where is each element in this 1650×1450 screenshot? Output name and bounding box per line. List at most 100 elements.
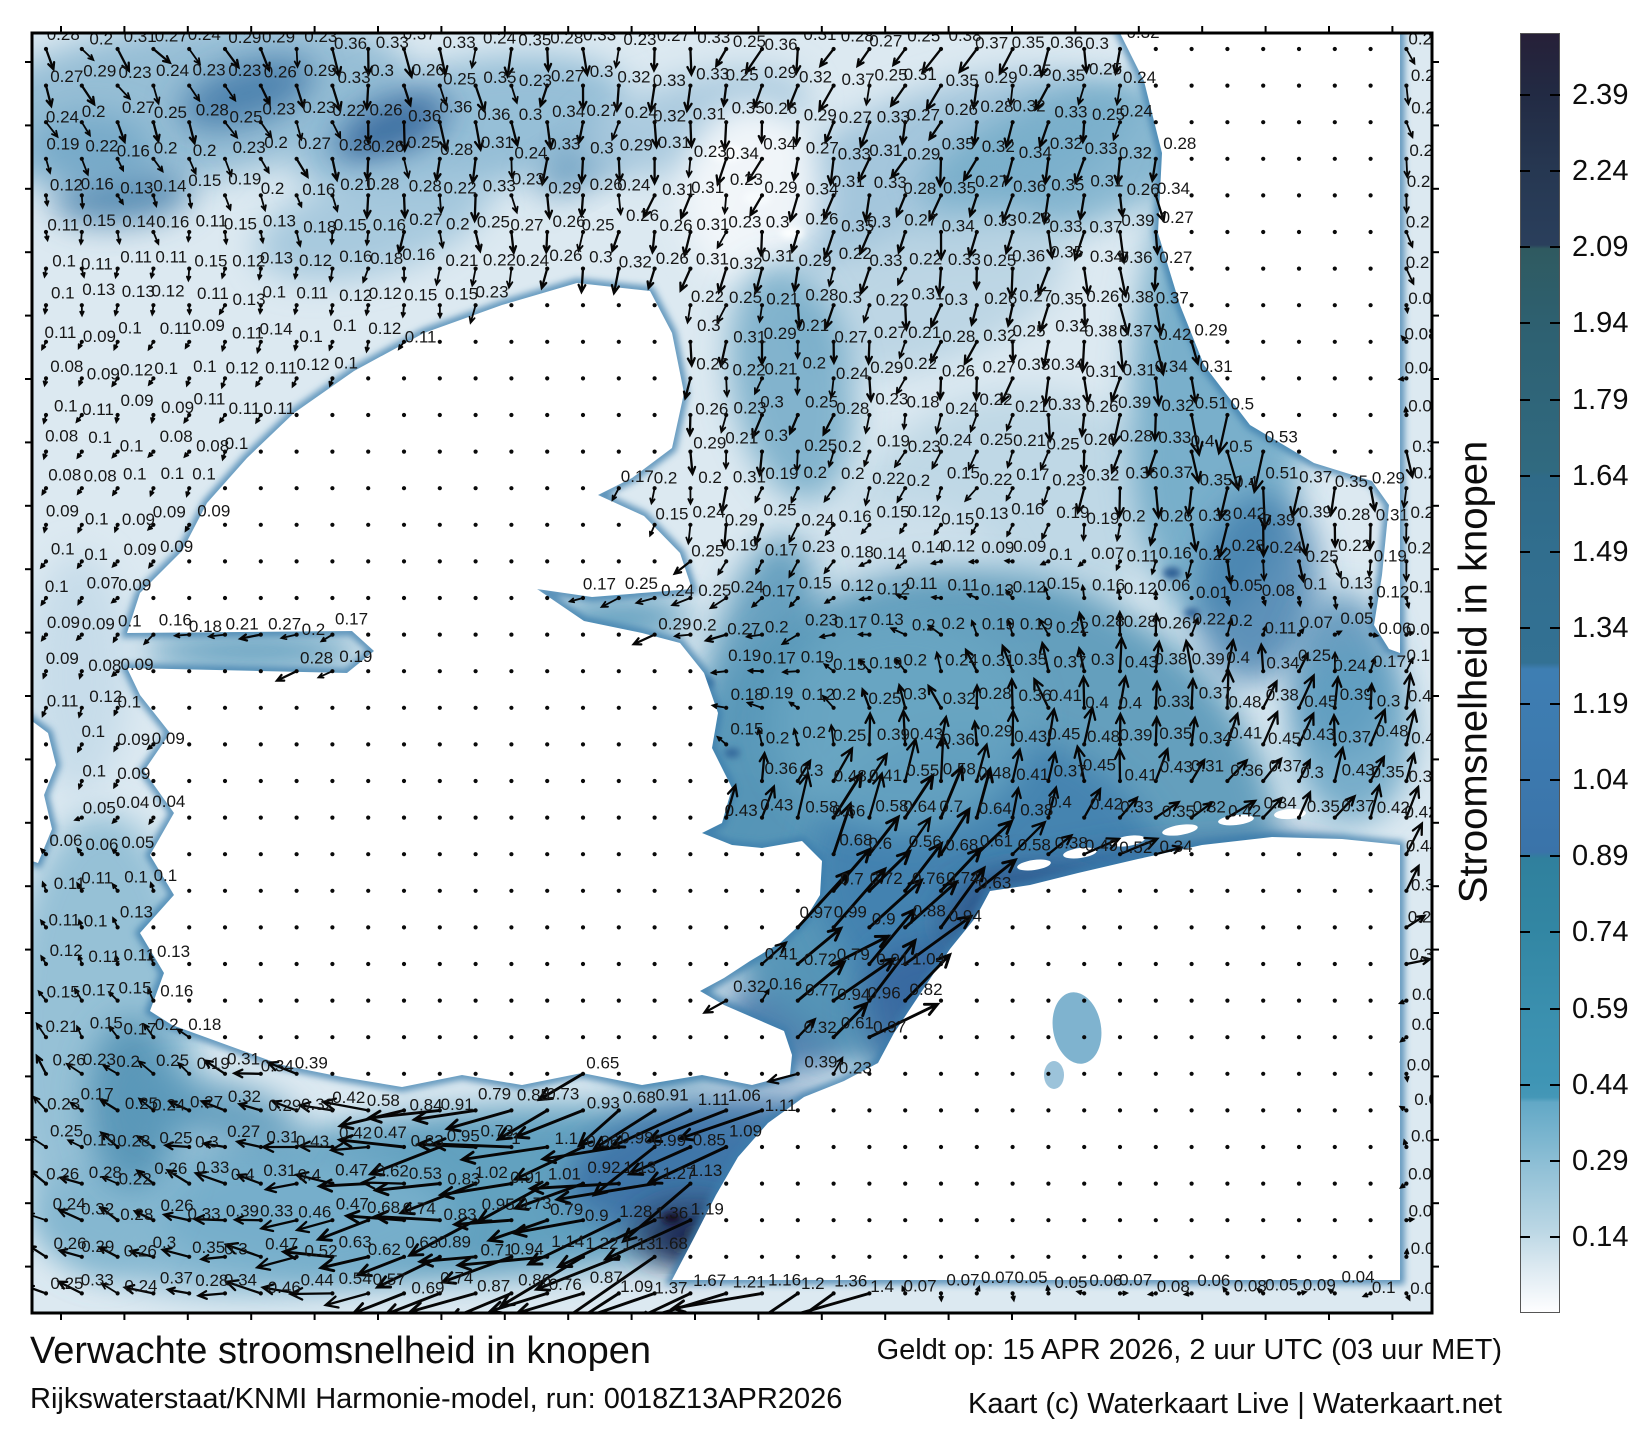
svg-text:0.27: 0.27 bbox=[227, 1122, 260, 1141]
svg-text:0.22: 0.22 bbox=[733, 360, 766, 379]
svg-text:0.17: 0.17 bbox=[763, 648, 796, 667]
svg-text:0.26: 0.26 bbox=[53, 1050, 86, 1069]
svg-text:0.12: 0.12 bbox=[297, 355, 330, 374]
svg-text:0.43: 0.43 bbox=[1408, 687, 1441, 706]
svg-text:0.27: 0.27 bbox=[409, 210, 442, 229]
svg-text:0.09: 0.09 bbox=[82, 615, 115, 634]
svg-text:0.27: 0.27 bbox=[975, 172, 1008, 191]
svg-text:0.29: 0.29 bbox=[268, 1096, 301, 1115]
svg-text:0.25: 0.25 bbox=[1047, 435, 1080, 454]
svg-text:0.35: 0.35 bbox=[1335, 472, 1368, 491]
svg-text:0.2: 0.2 bbox=[446, 214, 470, 233]
svg-text:0.27: 0.27 bbox=[586, 101, 619, 120]
svg-text:0.51: 0.51 bbox=[1265, 463, 1298, 482]
svg-text:0.23: 0.23 bbox=[839, 1058, 872, 1077]
svg-text:0.05: 0.05 bbox=[1409, 1202, 1442, 1221]
svg-text:0.28: 0.28 bbox=[550, 29, 583, 48]
svg-text:0.25: 0.25 bbox=[156, 1051, 189, 1070]
svg-text:0.28: 0.28 bbox=[117, 1131, 150, 1150]
svg-text:0.24: 0.24 bbox=[156, 61, 189, 80]
svg-text:0.32: 0.32 bbox=[653, 107, 686, 126]
svg-text:0.51: 0.51 bbox=[1195, 394, 1228, 413]
svg-text:0.11: 0.11 bbox=[47, 215, 79, 234]
svg-text:0.43: 0.43 bbox=[1302, 725, 1335, 744]
svg-text:0.12: 0.12 bbox=[368, 319, 401, 338]
svg-text:0.4: 0.4 bbox=[1085, 693, 1109, 712]
svg-text:0.27: 0.27 bbox=[834, 327, 867, 346]
svg-text:0.2: 0.2 bbox=[841, 464, 865, 483]
svg-text:0.2: 0.2 bbox=[116, 1052, 140, 1071]
svg-text:0.24: 0.24 bbox=[1411, 66, 1444, 85]
svg-text:0.26: 0.26 bbox=[656, 249, 689, 268]
svg-text:0.44: 0.44 bbox=[1406, 836, 1439, 855]
svg-text:0.01: 0.01 bbox=[1196, 583, 1229, 602]
svg-text:0.83: 0.83 bbox=[411, 1131, 444, 1150]
svg-text:0.17: 0.17 bbox=[1016, 465, 1049, 484]
svg-text:0.09: 0.09 bbox=[121, 391, 154, 410]
svg-text:0.29: 0.29 bbox=[764, 324, 797, 343]
svg-text:0.36: 0.36 bbox=[765, 35, 798, 54]
svg-text:0.64: 0.64 bbox=[979, 799, 1012, 818]
svg-text:0.2: 0.2 bbox=[302, 620, 326, 639]
svg-text:0.22: 0.22 bbox=[85, 137, 118, 156]
colorbar-tick-label: 2.09 bbox=[1572, 231, 1629, 264]
svg-text:0.33: 0.33 bbox=[869, 251, 902, 270]
svg-text:0.31: 0.31 bbox=[263, 1161, 296, 1180]
svg-text:0.69: 0.69 bbox=[411, 1278, 444, 1297]
svg-text:0.27: 0.27 bbox=[839, 108, 872, 127]
svg-text:0.58: 0.58 bbox=[943, 760, 976, 779]
svg-text:0.04: 0.04 bbox=[1405, 359, 1438, 378]
svg-text:0.24: 0.24 bbox=[514, 143, 547, 162]
svg-text:0.26: 0.26 bbox=[154, 1159, 187, 1178]
svg-text:0.37: 0.37 bbox=[1160, 463, 1193, 482]
lake bbox=[1044, 1061, 1064, 1089]
svg-text:0.22: 0.22 bbox=[1338, 536, 1371, 555]
svg-text:0.12: 0.12 bbox=[120, 360, 153, 379]
svg-text:0.39: 0.39 bbox=[1192, 650, 1225, 669]
colorbar-tick-label: 1.19 bbox=[1572, 688, 1629, 721]
svg-text:0.29: 0.29 bbox=[658, 614, 691, 633]
svg-text:0.42: 0.42 bbox=[1090, 795, 1123, 814]
svg-text:0.29: 0.29 bbox=[870, 358, 903, 377]
svg-text:0.15: 0.15 bbox=[877, 503, 910, 522]
svg-text:0.23: 0.23 bbox=[193, 61, 226, 80]
svg-text:0.22: 0.22 bbox=[909, 250, 942, 269]
svg-text:0.19: 0.19 bbox=[728, 646, 761, 665]
svg-text:0.07: 0.07 bbox=[87, 574, 120, 593]
svg-text:0.11: 0.11 bbox=[1265, 619, 1297, 638]
svg-text:0.04: 0.04 bbox=[116, 793, 149, 812]
svg-text:0.87: 0.87 bbox=[590, 1268, 623, 1287]
svg-text:0.22: 0.22 bbox=[876, 291, 909, 310]
svg-text:0.22: 0.22 bbox=[872, 469, 905, 488]
svg-text:0.15: 0.15 bbox=[730, 719, 763, 738]
svg-text:0.25: 0.25 bbox=[691, 542, 724, 561]
svg-text:0.3: 0.3 bbox=[153, 1233, 177, 1252]
svg-text:0.08: 0.08 bbox=[48, 465, 81, 484]
colorbar-tick bbox=[1520, 94, 1530, 96]
svg-text:0.1: 0.1 bbox=[333, 316, 357, 335]
svg-text:0.79: 0.79 bbox=[837, 945, 870, 964]
svg-text:0.29: 0.29 bbox=[907, 145, 940, 164]
svg-text:0.27: 0.27 bbox=[1161, 208, 1194, 227]
svg-text:0.16: 0.16 bbox=[339, 247, 372, 266]
svg-text:0.91: 0.91 bbox=[876, 950, 909, 969]
svg-text:0.2: 0.2 bbox=[802, 723, 826, 742]
svg-text:0.22: 0.22 bbox=[979, 470, 1012, 489]
svg-text:0.23: 0.23 bbox=[1409, 141, 1442, 160]
svg-text:1.01: 1.01 bbox=[548, 1164, 581, 1183]
svg-text:0.92: 0.92 bbox=[587, 1158, 620, 1177]
svg-text:0.45: 0.45 bbox=[1411, 728, 1444, 747]
svg-text:0.9: 0.9 bbox=[872, 909, 896, 928]
colorbar-tick bbox=[1520, 855, 1530, 858]
svg-text:0.12: 0.12 bbox=[339, 286, 372, 305]
svg-text:0.37: 0.37 bbox=[1338, 728, 1371, 747]
svg-text:0.68: 0.68 bbox=[367, 1198, 400, 1217]
svg-text:0.25: 0.25 bbox=[1019, 61, 1052, 80]
svg-text:0.32: 0.32 bbox=[617, 68, 650, 87]
svg-text:0.15: 0.15 bbox=[655, 504, 688, 523]
svg-text:0.09: 0.09 bbox=[46, 649, 79, 668]
svg-text:0.12: 0.12 bbox=[226, 359, 259, 378]
svg-text:0.86: 0.86 bbox=[518, 1270, 551, 1289]
svg-text:0.66: 0.66 bbox=[832, 801, 865, 820]
svg-text:0.3: 0.3 bbox=[838, 288, 862, 307]
